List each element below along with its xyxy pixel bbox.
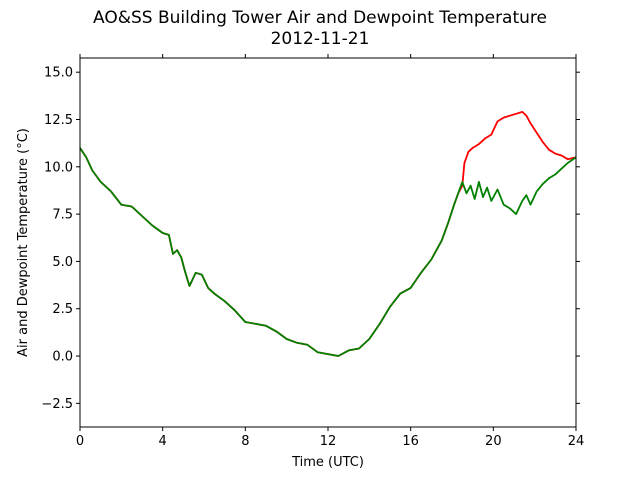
chart-title: AO&SS Building Tower Air and Dewpoint Te… <box>92 8 547 28</box>
y-tick-label-1: 0.0 <box>52 350 73 365</box>
series-line-0 <box>79 111 577 357</box>
x-tick-label-5: 20 <box>485 434 502 449</box>
y-tick-label-3: 5.0 <box>52 255 73 270</box>
x-axis-label: Time (UTC) <box>291 455 364 470</box>
y-axis-label: Air and Dewpoint Temperature (°C) <box>16 128 31 357</box>
y-tick-label-5: 10.0 <box>44 160 73 175</box>
y-tick-label-7: 15.0 <box>44 66 73 81</box>
chart-subtitle: 2012-11-21 <box>270 29 370 49</box>
y-axis: −2.5 0.0 2.5 5.0 7.5 10.0 12.5 15.0 <box>41 66 580 412</box>
x-tick-label-4: 16 <box>402 434 419 449</box>
x-axis: 0 4 8 12 16 20 24 <box>76 54 584 449</box>
x-tick-label-0: 0 <box>76 434 84 449</box>
y-tick-label-2: 2.5 <box>52 302 73 317</box>
x-tick-label-3: 12 <box>320 434 337 449</box>
plot-frame <box>79 57 577 428</box>
series-line-1 <box>79 147 577 357</box>
x-tick-label-6: 24 <box>568 434 585 449</box>
series-layer <box>79 111 577 357</box>
x-tick-label-2: 8 <box>241 434 249 449</box>
y-tick-label-4: 7.5 <box>52 208 73 223</box>
y-tick-label-0: −2.5 <box>41 397 73 412</box>
x-tick-label-1: 4 <box>159 434 167 449</box>
y-tick-label-6: 12.5 <box>44 113 73 128</box>
